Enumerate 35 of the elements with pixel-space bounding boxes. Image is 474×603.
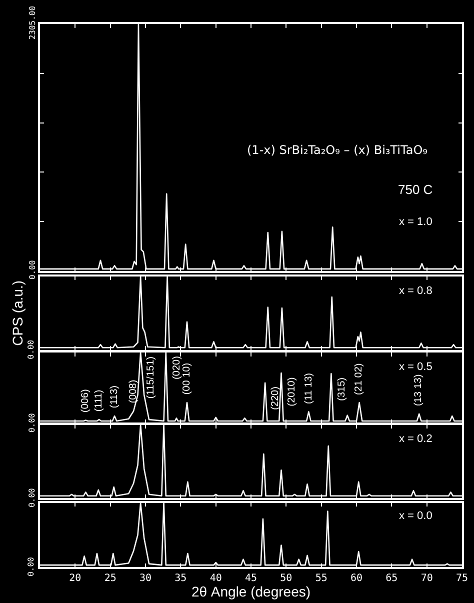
annotation: (315)	[336, 378, 348, 401]
y-axis-title: CPS (a.u.)	[9, 280, 26, 346]
annotation: (006)	[80, 389, 91, 413]
text: (1-x) SrBi₂Ta₂O₉ – (x) Bi₃TiTaO₉	[247, 143, 428, 157]
annotation: (11 13)	[303, 373, 314, 404]
x-tick-label: 55	[315, 572, 328, 584]
x-axis-title: 2θ Angle (degrees)	[191, 584, 311, 600]
x-tick-label: 30	[139, 572, 152, 584]
annotation: x = 0.8	[399, 285, 432, 297]
annotation: (220)	[270, 386, 282, 410]
annotation: 750 C	[398, 182, 433, 197]
annotation: (00 10)	[181, 362, 192, 395]
x-tick-label: 60	[350, 572, 363, 584]
annotation: x = 0.5	[399, 361, 432, 373]
annotation: (13 13)	[413, 374, 424, 406]
annotation: (2010)	[286, 377, 298, 406]
annotation: (111)	[94, 390, 105, 412]
annotation: x = 0.0	[399, 510, 432, 522]
x-tick-label: 75	[456, 572, 468, 584]
annotation: x = 0.2	[399, 433, 432, 445]
annotation: (008)	[128, 380, 139, 404]
x-tick-label: 70	[420, 572, 433, 584]
x-tick-label: 20	[69, 572, 82, 584]
annotation: x = 1.0	[399, 216, 432, 228]
y-tick-label: 2305.00	[28, 6, 38, 40]
x-tick-label: 40	[210, 572, 222, 584]
x-tick-label: 35	[174, 572, 187, 584]
annotation: (020)	[171, 356, 182, 380]
x-tick-label: 50	[280, 572, 292, 584]
annotation: (115/151)	[146, 356, 157, 399]
annotation: (21 02)	[354, 363, 365, 395]
x-tick-label: 45	[244, 572, 258, 584]
x-tick-label: 25	[104, 572, 116, 584]
x-tick-label: 65	[386, 572, 398, 584]
annotation: (113)	[109, 385, 120, 408]
